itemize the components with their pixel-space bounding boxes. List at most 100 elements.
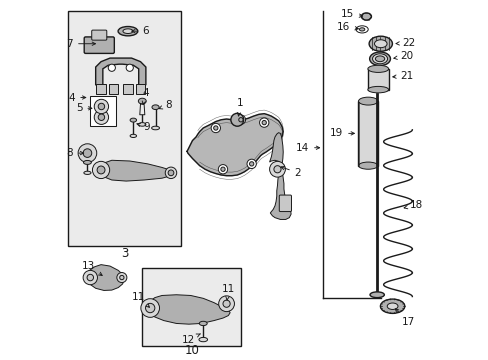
Text: 12: 12 xyxy=(182,334,200,345)
Bar xyxy=(367,69,388,90)
Circle shape xyxy=(92,161,109,179)
Circle shape xyxy=(246,159,256,168)
Text: 15: 15 xyxy=(340,9,362,19)
Circle shape xyxy=(273,166,281,173)
Bar xyxy=(142,267,241,346)
Text: 8: 8 xyxy=(66,148,83,158)
Text: 13: 13 xyxy=(81,261,102,275)
Circle shape xyxy=(141,299,159,318)
Ellipse shape xyxy=(375,56,384,62)
Circle shape xyxy=(94,99,108,114)
Circle shape xyxy=(108,64,115,71)
FancyBboxPatch shape xyxy=(84,37,114,53)
Ellipse shape xyxy=(369,292,384,298)
Circle shape xyxy=(238,118,243,122)
Polygon shape xyxy=(147,295,230,324)
Ellipse shape xyxy=(83,171,91,175)
Text: 9: 9 xyxy=(137,122,150,132)
Ellipse shape xyxy=(199,321,207,325)
Text: 21: 21 xyxy=(392,71,413,81)
Ellipse shape xyxy=(138,98,146,104)
Circle shape xyxy=(87,274,93,281)
Ellipse shape xyxy=(367,86,388,93)
Ellipse shape xyxy=(359,28,364,31)
Text: 14: 14 xyxy=(295,143,319,153)
Ellipse shape xyxy=(355,26,367,33)
Text: 2: 2 xyxy=(281,166,301,178)
Text: 22: 22 xyxy=(395,38,415,48)
Circle shape xyxy=(98,114,104,121)
Circle shape xyxy=(223,300,230,307)
Bar xyxy=(357,101,378,166)
Ellipse shape xyxy=(374,40,386,48)
Circle shape xyxy=(218,165,227,174)
Text: 20: 20 xyxy=(393,51,413,61)
Text: 16: 16 xyxy=(336,22,358,32)
Ellipse shape xyxy=(130,134,136,138)
Circle shape xyxy=(126,64,133,71)
Ellipse shape xyxy=(83,161,91,165)
Circle shape xyxy=(249,162,253,166)
Text: 4: 4 xyxy=(68,93,85,103)
Text: 1: 1 xyxy=(236,98,243,116)
Text: 7: 7 xyxy=(66,39,95,49)
Ellipse shape xyxy=(369,52,389,66)
Polygon shape xyxy=(187,114,283,176)
Bar xyxy=(89,96,116,126)
Polygon shape xyxy=(86,265,124,291)
Ellipse shape xyxy=(367,65,388,72)
Circle shape xyxy=(98,103,104,110)
Circle shape xyxy=(168,170,174,176)
Text: 5: 5 xyxy=(76,103,92,113)
Circle shape xyxy=(221,167,224,171)
Circle shape xyxy=(213,126,218,130)
Circle shape xyxy=(145,303,155,313)
Circle shape xyxy=(83,270,97,285)
Circle shape xyxy=(262,121,266,125)
Text: 6: 6 xyxy=(131,26,149,36)
Circle shape xyxy=(83,149,92,157)
Ellipse shape xyxy=(358,162,377,169)
Ellipse shape xyxy=(130,118,136,122)
Text: 8: 8 xyxy=(159,100,172,110)
Text: 10: 10 xyxy=(184,344,199,357)
Circle shape xyxy=(120,275,124,280)
FancyBboxPatch shape xyxy=(92,30,106,40)
Ellipse shape xyxy=(118,27,138,36)
Ellipse shape xyxy=(199,337,207,342)
Bar xyxy=(123,84,132,94)
Bar xyxy=(109,84,118,94)
Text: 17: 17 xyxy=(394,309,415,327)
Ellipse shape xyxy=(151,126,159,130)
Bar xyxy=(96,84,105,94)
Ellipse shape xyxy=(361,13,371,20)
Polygon shape xyxy=(99,160,172,181)
Ellipse shape xyxy=(139,123,145,126)
Ellipse shape xyxy=(152,105,159,109)
Circle shape xyxy=(236,115,245,125)
Ellipse shape xyxy=(122,29,133,33)
Circle shape xyxy=(165,167,176,179)
Circle shape xyxy=(269,161,285,177)
Circle shape xyxy=(78,144,97,162)
Circle shape xyxy=(211,123,220,133)
Circle shape xyxy=(259,118,268,127)
FancyBboxPatch shape xyxy=(279,195,291,212)
Bar xyxy=(136,84,145,94)
Text: 3: 3 xyxy=(121,247,128,260)
Circle shape xyxy=(230,113,244,126)
Ellipse shape xyxy=(386,303,397,310)
Ellipse shape xyxy=(380,299,404,314)
Polygon shape xyxy=(96,58,145,85)
Circle shape xyxy=(218,296,234,312)
Ellipse shape xyxy=(372,54,387,64)
Circle shape xyxy=(94,110,108,125)
Circle shape xyxy=(97,166,105,174)
Text: 18: 18 xyxy=(403,200,423,210)
Bar xyxy=(68,12,181,246)
Text: 4: 4 xyxy=(142,87,149,105)
Circle shape xyxy=(117,273,126,283)
Text: 11: 11 xyxy=(131,292,149,307)
Ellipse shape xyxy=(358,97,377,105)
Text: 19: 19 xyxy=(329,129,354,138)
